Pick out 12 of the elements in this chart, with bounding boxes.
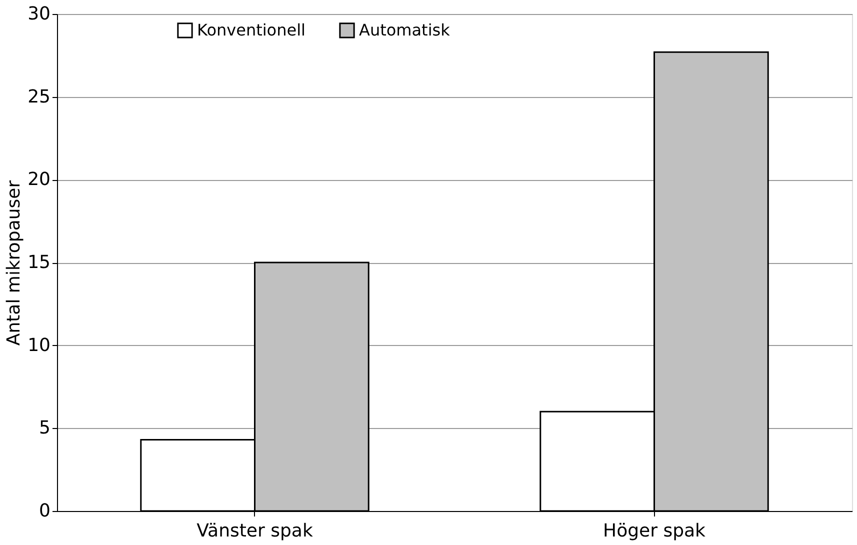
y-tick-label: 15 <box>28 252 50 273</box>
legend-label: Konventionell <box>197 20 306 40</box>
legend-label: Automatisk <box>359 20 451 40</box>
y-tick-label: 10 <box>28 334 50 356</box>
y-tick-label: 20 <box>28 169 50 190</box>
y-tick-label: 5 <box>39 418 50 439</box>
y-tick-label: 30 <box>28 4 50 24</box>
y-tick-label: 25 <box>28 86 50 108</box>
y-tick-label: 0 <box>39 500 50 522</box>
x-tick-label: Höger spak <box>603 520 706 542</box>
x-tick-label: Vänster spak <box>196 520 314 542</box>
y-axis-title: Antal mikropauser <box>4 180 25 346</box>
